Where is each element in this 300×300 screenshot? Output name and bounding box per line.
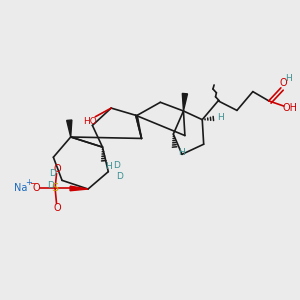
Text: O: O: [53, 164, 61, 174]
Text: O: O: [53, 203, 61, 213]
Text: O: O: [280, 78, 288, 88]
Text: Na: Na: [14, 183, 28, 193]
Text: D: D: [113, 161, 120, 170]
Text: H: H: [178, 148, 185, 158]
Text: HO: HO: [83, 117, 97, 126]
Text: S: S: [52, 183, 59, 194]
Polygon shape: [67, 120, 72, 137]
Text: H: H: [106, 162, 112, 171]
Polygon shape: [182, 93, 188, 111]
Text: +: +: [26, 178, 32, 187]
Text: D: D: [116, 172, 123, 182]
Text: D: D: [50, 169, 56, 178]
Polygon shape: [70, 186, 88, 191]
Text: H: H: [217, 113, 224, 122]
Text: H: H: [285, 74, 292, 83]
Text: O: O: [32, 183, 40, 193]
Text: −: −: [29, 180, 36, 189]
Text: OH: OH: [283, 103, 298, 113]
Text: D: D: [47, 181, 54, 190]
